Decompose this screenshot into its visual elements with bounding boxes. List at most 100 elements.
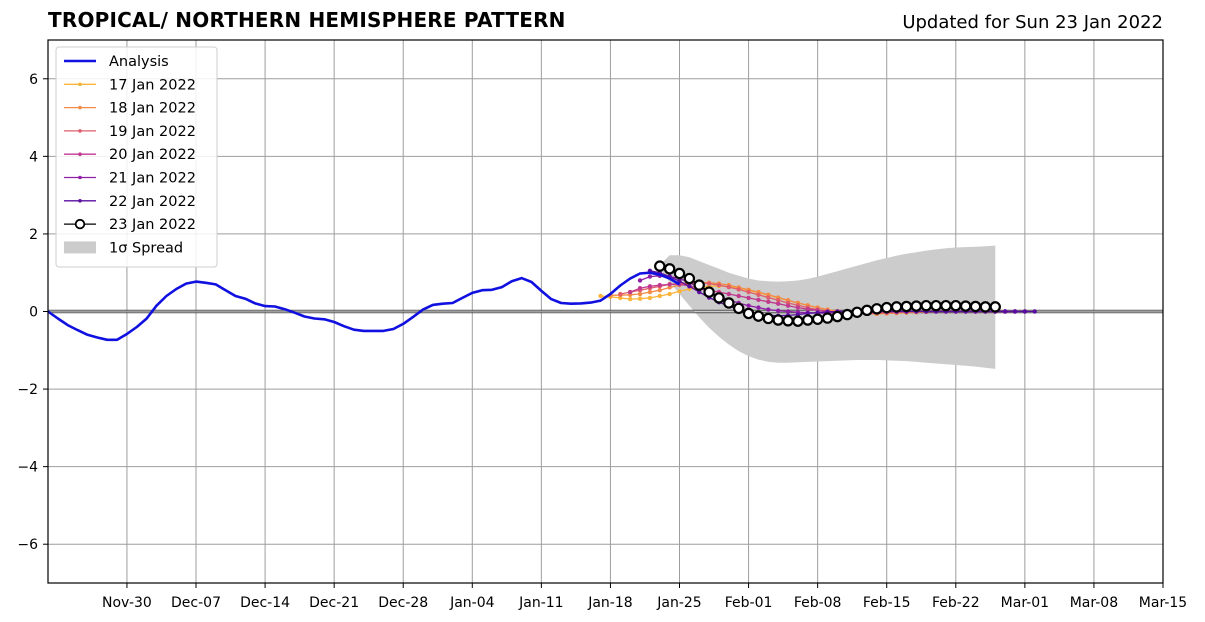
x-tick-label: Nov-30 [102, 595, 152, 611]
forecast-point [775, 298, 781, 303]
forecast-point [647, 274, 653, 279]
forecast-point [805, 306, 810, 312]
forecast-point [627, 296, 633, 302]
forecast-point [756, 292, 761, 298]
chart-title: TROPICAL/ NORTHERN HEMISPHERE PATTERN [48, 8, 566, 32]
legend-swatch-marker [74, 218, 86, 230]
latest-forecast-point [654, 260, 666, 272]
y-tick-label: 4 [29, 149, 38, 165]
x-tick-label: Mar-15 [1139, 595, 1187, 611]
forecast-point [766, 295, 771, 300]
forecast-point [657, 287, 662, 293]
series-layer [47, 260, 1037, 342]
latest-forecast-point [663, 263, 676, 275]
spread-band [659, 245, 996, 369]
spread-band-layer [659, 245, 996, 369]
x-tick-label: Dec-07 [171, 595, 221, 611]
forecast-point [598, 293, 603, 299]
forecast-point [775, 301, 781, 306]
axes-layer: Nov-30 Dec-07 Dec-14 Dec-21 Dec-28 Jan-04 Jan-… [17, 39, 1187, 611]
legend-swatch-marker [78, 82, 82, 87]
legend-label: 22 Jan 2022 [109, 194, 196, 210]
latest-forecast-point [742, 307, 755, 320]
forecast-point [726, 284, 732, 290]
forecast-point [756, 297, 761, 303]
legend-swatch-marker [78, 129, 82, 133]
forecast-point [1022, 309, 1028, 314]
forecast-point [746, 303, 751, 308]
forecast-point [667, 282, 672, 287]
y-tick-label: −6 [17, 537, 38, 553]
forecast-point [756, 305, 761, 310]
forecast-point [637, 296, 643, 301]
latest-forecast-point [811, 313, 824, 325]
latest-forecast-point [930, 299, 942, 312]
forecast-point [736, 293, 741, 299]
latest-forecast-point [861, 304, 873, 317]
x-tick-label: Dec-28 [378, 595, 428, 611]
x-tick-label: Dec-14 [240, 595, 290, 611]
forecast-point [766, 307, 771, 312]
x-tick-label: Mar-08 [1070, 595, 1118, 611]
legend-label: 21 Jan 2022 [109, 171, 196, 187]
legend-swatch-marker [78, 175, 82, 180]
latest-forecast-point [979, 301, 992, 313]
latest-forecast-point [782, 315, 794, 327]
x-tick-label: Dec-21 [309, 595, 359, 611]
x-tick-label: Feb-15 [863, 595, 911, 611]
forecast-point [1032, 309, 1037, 314]
forecast-point [637, 291, 643, 297]
forecast-point [736, 287, 741, 292]
latest-forecast-point [969, 300, 982, 313]
forecast-point [627, 289, 633, 295]
forecast-point [785, 309, 791, 314]
forecast-point [667, 291, 672, 297]
latest-forecast-point [950, 299, 962, 312]
forecast-point [766, 299, 771, 305]
legend-label: 20 Jan 2022 [109, 147, 196, 163]
latest-forecast-point [871, 303, 883, 315]
plot-frame [47, 39, 1164, 584]
latest-forecast-point [752, 310, 765, 322]
x-tick-label: Jan-11 [518, 595, 563, 611]
x-tick-label: Jan-25 [656, 595, 701, 611]
latest-forecast-point [693, 279, 705, 291]
x-tick-label: Feb-08 [794, 595, 842, 611]
legend-box [55, 46, 218, 268]
forecast-point [706, 281, 712, 286]
analysis-line [47, 271, 681, 342]
legend-label: 1σ Spread [109, 240, 183, 256]
forecast-point [657, 282, 662, 288]
latest-forecast-point [792, 315, 804, 327]
forecast-point [795, 305, 801, 310]
legend-label: 23 Jan 2022 [109, 217, 196, 233]
legend-swatch-marker [78, 152, 82, 156]
legend: Analysis 17 Jan 2022 18 Jan 2022 19 Jan 202… [55, 46, 218, 268]
latest-forecast-point [733, 302, 745, 315]
latest-forecast-point [881, 301, 893, 314]
legend-swatch-marker [78, 199, 82, 203]
latest-forecast-point [890, 301, 903, 313]
x-tick-label: Mar-01 [1001, 595, 1049, 611]
latest-forecast-point [703, 286, 715, 298]
forecast-point [697, 289, 702, 295]
forecast-point [746, 295, 751, 301]
y-tick-label: −2 [17, 382, 38, 398]
forecast-point [647, 295, 653, 301]
latest-forecast-point [673, 267, 686, 280]
x-tick-label: Jan-04 [449, 595, 495, 611]
legend-label: Analysis [109, 54, 169, 70]
forecast-point [637, 286, 643, 291]
updated-date: Updated for Sun 23 Jan 2022 [902, 12, 1163, 33]
forecast-point [746, 289, 751, 295]
forecast-point [647, 284, 653, 289]
latest-forecast-point [841, 308, 853, 321]
forecast-point [726, 291, 732, 297]
latest-forecast-point [762, 312, 775, 325]
latest-forecast-point [900, 300, 913, 313]
forecast-point [785, 303, 791, 308]
latest-forecast-point [772, 314, 784, 326]
latest-forecast-point [989, 301, 1001, 313]
y-tick-label: 2 [29, 227, 38, 243]
